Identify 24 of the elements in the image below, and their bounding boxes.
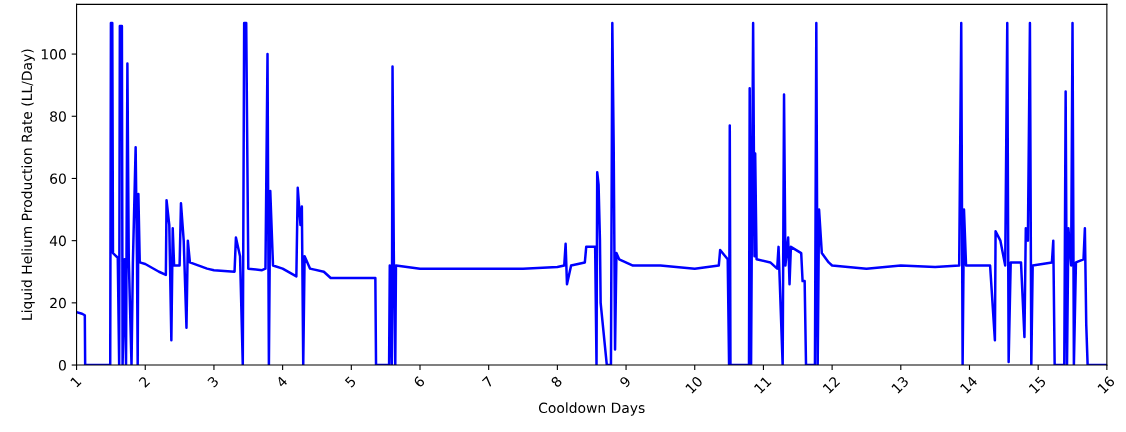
y-axis-title: Liquid Helium Production Rate (LL/Day) — [21, 49, 35, 320]
y-tick-label: 40 — [49, 235, 66, 247]
x-tick-label: 5 — [344, 375, 357, 388]
y-tick-label: 100 — [41, 49, 66, 60]
x-tick-label: 16 — [1097, 375, 1116, 394]
x-tick-label: 10 — [684, 375, 704, 394]
x-tick-label: 9 — [618, 375, 632, 388]
x-tick-label: 13 — [891, 375, 910, 394]
x-tick-label: 1 — [70, 375, 82, 388]
y-tick-label: 60 — [50, 173, 66, 184]
x-tick-label: 6 — [412, 375, 426, 388]
x-tick-label: 2 — [138, 375, 151, 388]
y-tick-label: 20 — [50, 297, 66, 309]
x-tick-label: 11 — [753, 375, 772, 394]
x-tick-label: 15 — [1028, 375, 1047, 394]
x-tick-label: 12 — [822, 375, 841, 394]
x-tick-label: 3 — [206, 375, 220, 388]
x-tick-label: 7 — [481, 375, 494, 388]
x-tick-label: 4 — [275, 375, 288, 388]
y-tick-label: 80 — [50, 111, 66, 122]
x-tick-label: 8 — [550, 375, 563, 388]
x-axis-title: Cooldown Days — [538, 402, 645, 416]
x-tick-label: 14 — [959, 375, 978, 394]
y-tick-label: 0 — [58, 360, 66, 371]
